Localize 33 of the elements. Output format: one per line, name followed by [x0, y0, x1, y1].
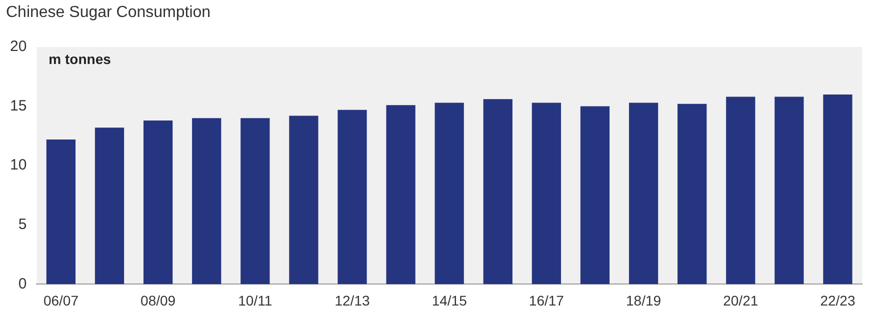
bar	[338, 110, 367, 284]
x-tick-label: 14/15	[432, 292, 468, 308]
bar	[94, 128, 124, 284]
bar	[434, 102, 464, 284]
bar	[726, 96, 756, 284]
y-tick-label: 10	[10, 156, 27, 174]
bar	[483, 99, 512, 284]
x-tick-label: 22/23	[820, 292, 856, 308]
chart-title: Chinese Sugar Consumption	[5, 3, 212, 23]
x-tick-label: 18/19	[626, 292, 662, 308]
x-tick-label: 20/21	[723, 292, 758, 308]
x-tick-label: 08/09	[140, 292, 176, 308]
x-tick-label: 06/07	[43, 292, 79, 308]
x-tick-label: 12/13	[334, 292, 370, 308]
bar	[823, 94, 852, 284]
y-axis-title: m tonnes	[48, 50, 112, 67]
bar	[192, 118, 222, 284]
y-tick-label: 20	[10, 38, 27, 56]
x-tick-label: 16/17	[528, 292, 564, 308]
bar	[289, 116, 318, 284]
bar	[532, 102, 562, 284]
y-tick-label: 0	[18, 275, 27, 292]
x-tick-label: 10/11	[238, 292, 272, 308]
bar	[580, 106, 610, 284]
bar	[143, 120, 173, 284]
y-tick-label: 5	[18, 216, 27, 234]
bar	[774, 96, 804, 284]
y-tick-label: 15	[10, 97, 27, 114]
bar	[628, 102, 658, 284]
bar	[678, 104, 707, 284]
bar	[240, 118, 270, 284]
bar	[386, 105, 416, 284]
bar	[46, 140, 76, 284]
